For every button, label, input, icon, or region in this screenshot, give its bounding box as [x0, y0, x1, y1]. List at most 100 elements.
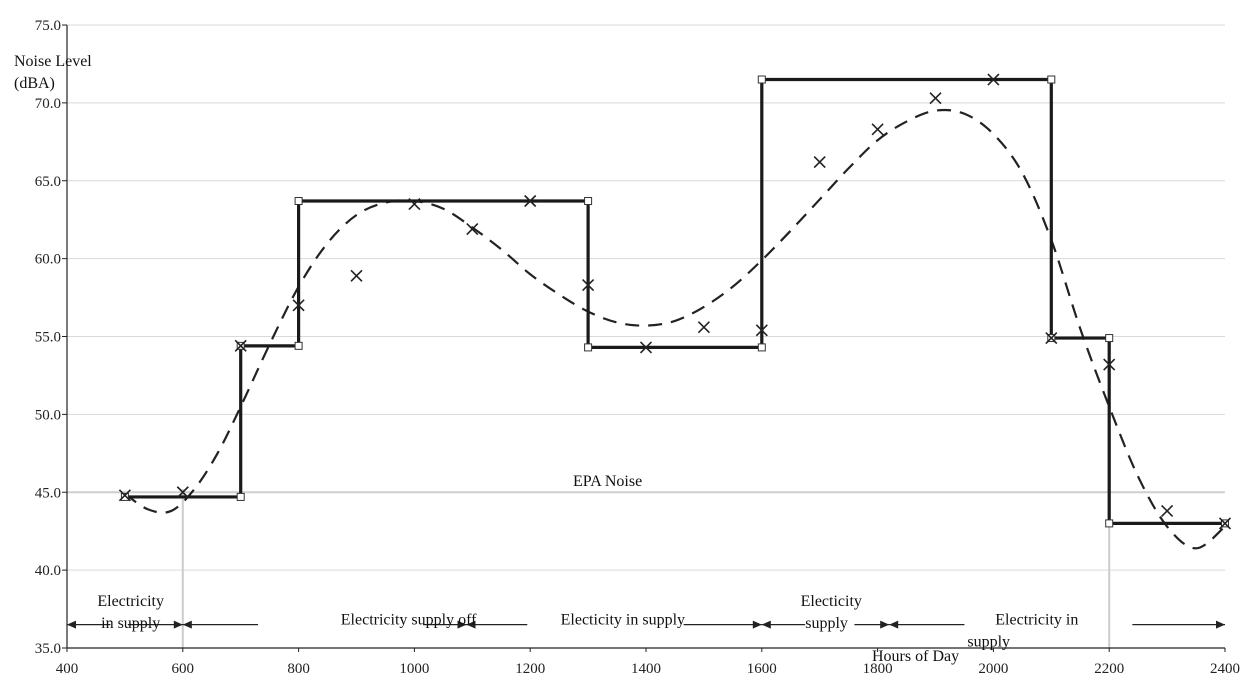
y-axis-label-line2: (dBA)	[14, 75, 55, 92]
x-data-point	[176, 486, 189, 499]
x-mark-stroke	[524, 194, 537, 208]
y-tick-label: 65.0	[35, 174, 61, 190]
x-tick-label: 1600	[747, 661, 777, 677]
step-point-marker	[1105, 519, 1114, 528]
step-series	[120, 75, 1229, 528]
period-arrow	[761, 620, 806, 629]
x-tick-label: 400	[56, 661, 79, 677]
x-mark-stroke	[929, 92, 942, 105]
x-mark-stroke	[234, 339, 247, 352]
x-mark-stroke	[1045, 331, 1058, 345]
x-data-point	[1218, 517, 1232, 530]
trend-curve-path	[124, 108, 1226, 550]
dashed-trend-curve	[124, 108, 1226, 550]
period-annotation: Electicity	[801, 593, 862, 610]
arrow-head	[752, 620, 762, 629]
period-arrows	[67, 620, 1225, 629]
x-data-point	[524, 194, 537, 208]
period-annotation: in supply	[101, 615, 160, 632]
x-mark-stroke	[582, 279, 595, 292]
x-data-point	[639, 341, 653, 354]
arrow-head	[880, 620, 890, 629]
x-mark-stroke	[350, 269, 363, 282]
step-point-marker	[236, 492, 245, 501]
arrow-head	[182, 620, 192, 629]
x-data-point	[466, 222, 479, 236]
x-mark-stroke	[987, 73, 1000, 86]
step-point-marker	[294, 341, 303, 350]
x-tick-label: 1800	[863, 661, 893, 677]
x-mark-stroke	[1161, 504, 1174, 518]
period-arrow	[127, 620, 183, 629]
period-arrow	[466, 620, 528, 629]
y-tick-label: 60.0	[35, 252, 61, 268]
y-tick-label: 50.0	[35, 407, 61, 423]
x-data-point	[697, 321, 710, 334]
x-mark-stroke	[871, 123, 884, 136]
period-arrow	[182, 620, 259, 629]
step-point-marker	[1105, 334, 1114, 343]
x-mark-stroke	[408, 198, 421, 211]
period-arrow	[683, 620, 762, 629]
period-annotation: Electricity in	[995, 612, 1078, 629]
arrow-head	[457, 620, 467, 629]
arrow-head	[1216, 620, 1225, 629]
reference-line-label: EPA Noise	[573, 473, 642, 490]
x-tick-label: 1400	[631, 661, 661, 677]
x-mark-stroke	[466, 222, 479, 236]
arrow-head	[761, 620, 771, 629]
y-tick-label: 45.0	[35, 485, 61, 501]
x-data-point	[1161, 504, 1174, 518]
arrow-head	[889, 620, 899, 629]
step-point-marker	[584, 196, 593, 205]
period-arrow	[423, 620, 467, 629]
y-tick-label: 75.0	[35, 18, 61, 34]
y-tick-label: 55.0	[35, 330, 61, 346]
period-arrow	[1132, 620, 1225, 629]
chart-labels: Noise Level (dBA) Hours of Day EPA Noise…	[14, 53, 1078, 665]
period-annotation: Electricity supply off	[341, 612, 477, 629]
period-annotation: supply	[805, 615, 848, 632]
x-data-point	[871, 123, 884, 136]
x-data-point	[582, 279, 595, 292]
period-annotation: Electricity	[97, 593, 164, 610]
y-tick-label: 70.0	[35, 96, 61, 112]
x-mark-stroke	[176, 486, 189, 499]
step-point-marker	[584, 343, 593, 352]
x-tick-label: 2000	[978, 661, 1008, 677]
step-point-marker	[294, 196, 303, 205]
x-data-point	[755, 324, 768, 337]
x-mark-stroke	[118, 489, 131, 502]
arrow-head	[466, 620, 476, 629]
y-axis-label-line1: Noise Level	[14, 53, 92, 70]
step-point-marker	[757, 343, 766, 352]
x-mark-stroke	[697, 321, 710, 334]
x-data-point	[234, 339, 247, 352]
arrow-head	[173, 620, 183, 629]
axes: 35.0 40.0 45.0 50.0 55.0 60.0 65.0 70.0 75.0 400 6…	[35, 18, 1240, 677]
step-line	[124, 77, 1225, 526]
x-data-point	[1045, 331, 1058, 345]
x-data-point	[350, 269, 363, 282]
x-tick-label: 1000	[399, 661, 429, 677]
x-mark-stroke	[1103, 358, 1116, 371]
x-mark-stroke	[813, 155, 826, 169]
step-point-marker	[757, 75, 766, 84]
period-arrow	[67, 620, 111, 629]
x-tick-label: 2400	[1210, 661, 1240, 677]
x-tick-label: 800	[287, 661, 310, 677]
x-data-point	[1103, 358, 1116, 371]
x-mark-stroke	[639, 341, 653, 354]
x-data-point	[929, 92, 942, 105]
y-tick-label: 35.0	[35, 641, 61, 657]
step-point-marker	[1047, 75, 1056, 84]
x-data-point	[987, 73, 1000, 86]
x-tick-label: 600	[172, 661, 195, 677]
x-data-point	[292, 299, 305, 312]
x-data-point	[813, 155, 826, 169]
x-mark-stroke	[292, 299, 305, 312]
x-mark-stroke	[755, 324, 768, 337]
period-arrow	[854, 620, 890, 629]
arrow-head	[67, 620, 76, 629]
